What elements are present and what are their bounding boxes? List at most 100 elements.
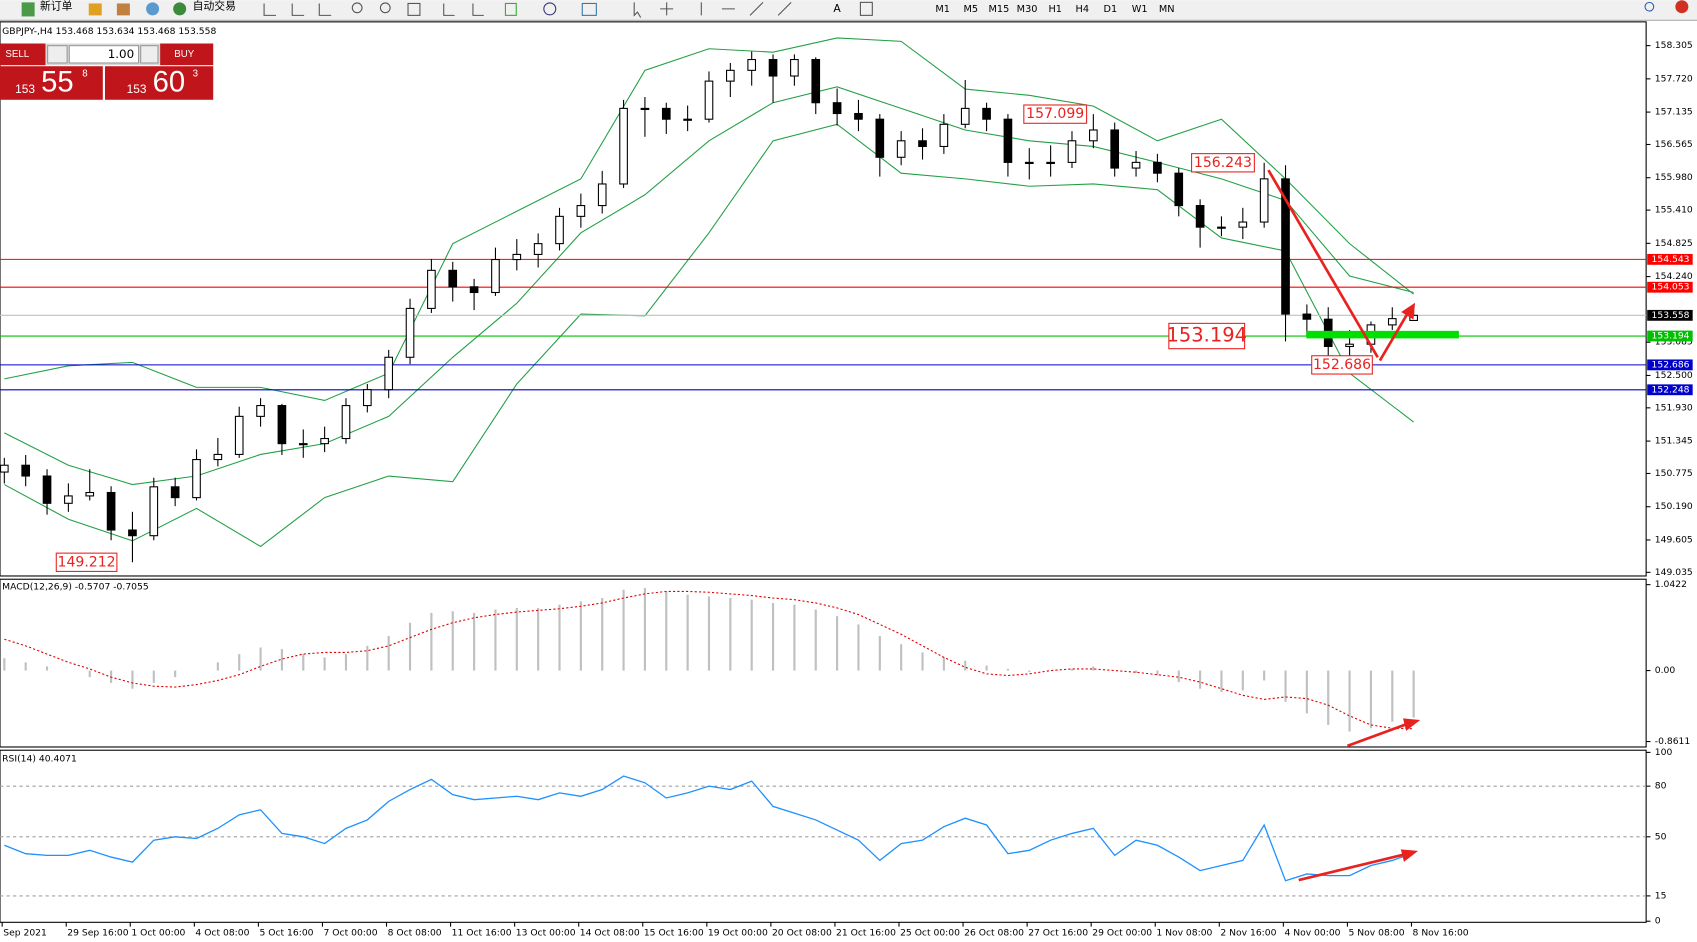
candle-body	[576, 205, 586, 217]
candle-body	[0, 464, 9, 473]
candle-body	[277, 405, 287, 445]
candle-body	[960, 107, 970, 125]
x-tick-label: 20 Oct 08:00	[772, 928, 832, 939]
candle-body	[896, 140, 906, 158]
scroll-icons[interactable]	[443, 3, 484, 16]
chart-type-icons[interactable]	[263, 3, 332, 16]
new-order-button[interactable]: 新订单	[21, 0, 73, 17]
price-annotation-box	[1023, 104, 1088, 124]
toolbar-icon[interactable]	[88, 3, 102, 16]
zoom-in-icon[interactable]	[351, 2, 363, 14]
auto-trading-label[interactable]: 自动交易	[193, 0, 236, 13]
y-tick-label: 100	[1655, 747, 1673, 758]
bid-price-box[interactable]	[0, 66, 103, 100]
drawing-tools[interactable]	[633, 1, 837, 18]
volume-input[interactable]	[68, 45, 140, 64]
macd-chart: 1.0422 0.00 -0.8611 MACD(12,26,9) -0.5707 -…	[2, 579, 1690, 747]
period-icon[interactable]	[543, 2, 557, 16]
candle-body	[918, 140, 927, 148]
y-tick-label: 154.825	[1655, 238, 1693, 249]
new-order-label[interactable]: 新订单	[40, 0, 73, 13]
text-tool-icon[interactable]: A	[833, 2, 841, 15]
toolbar-icon[interactable]	[116, 3, 130, 16]
auto-trading-button[interactable]: 自动交易	[173, 0, 236, 16]
x-tick-label: 1 Oct 00:00	[131, 928, 185, 939]
template-icon[interactable]	[581, 2, 597, 16]
candle-body	[427, 269, 436, 309]
candle-body	[320, 437, 329, 445]
x-tick-label: 5 Oct 16:00	[259, 928, 313, 939]
price-level-tag	[1647, 281, 1693, 293]
timeframe-button[interactable]: MN	[1159, 4, 1175, 15]
timeframe-button[interactable]: M30	[1017, 4, 1038, 15]
y-tick-label: 158.305	[1655, 40, 1693, 51]
timeframe-button[interactable]: H1	[1048, 4, 1062, 15]
timeframe-button[interactable]: M15	[989, 4, 1010, 15]
price-annotation: 152.686	[1313, 357, 1371, 373]
candle-body	[704, 80, 714, 120]
candle-body	[384, 356, 394, 391]
x-tick-label: 29 Sep 16:00	[67, 928, 128, 939]
indicator-icon[interactable]	[504, 2, 517, 16]
candle-body	[363, 389, 372, 407]
notification-icon[interactable]	[1675, 0, 1689, 14]
text-label-icon[interactable]	[859, 1, 873, 16]
x-tick-label: 11 Oct 16:00	[452, 928, 512, 939]
x-tick-label: Sep 2021	[3, 928, 47, 939]
y-tick-label: 153.085	[1655, 337, 1693, 348]
price-annotation-box	[1191, 153, 1255, 173]
candle-body	[1217, 226, 1226, 229]
sell-button[interactable]	[0, 43, 46, 66]
y-tick-label: 155.980	[1655, 172, 1693, 183]
price-annotation: 157.099	[1026, 106, 1084, 122]
y-tick-label: 157.720	[1655, 73, 1693, 84]
candle-body	[1259, 178, 1269, 223]
candle-body	[533, 243, 543, 255]
price-level-tag	[1647, 253, 1693, 265]
candle-body	[1110, 129, 1120, 169]
y-tick-label: 157.135	[1655, 107, 1693, 118]
timeframe-button[interactable]: M5	[963, 4, 978, 15]
arrow-head	[1403, 718, 1421, 731]
sell-label[interactable]: SELL	[5, 49, 29, 60]
zoom-out-icon[interactable]	[379, 2, 391, 14]
bid-point: 8	[82, 68, 87, 79]
x-tick-label: 13 Oct 00:00	[516, 928, 576, 939]
timeframe-button[interactable]: H4	[1076, 4, 1090, 15]
x-tick-label: 14 Oct 08:00	[580, 928, 640, 939]
volume-down[interactable]	[47, 45, 68, 64]
price-level-tag	[1647, 384, 1693, 396]
candle-body	[192, 459, 201, 499]
timeframe-button[interactable]: M1	[935, 4, 950, 15]
rsi-line	[4, 775, 1414, 882]
buy-label[interactable]: BUY	[174, 49, 195, 60]
buy-button[interactable]	[160, 43, 214, 66]
timeframe-bar: M1 M5 M15 M30 H1 H4 D1 W1 MN	[935, 4, 1174, 15]
candle-body	[1345, 343, 1354, 348]
y-tick-label: 0.00	[1655, 665, 1676, 676]
candle-body	[42, 475, 52, 504]
timeframe-button[interactable]: W1	[1132, 4, 1148, 15]
price-level-tag	[1647, 330, 1693, 342]
volume-value[interactable]: 1.00	[108, 47, 134, 61]
toolbar-icon[interactable]	[146, 2, 160, 16]
price-level-label: 154.543	[1652, 254, 1690, 265]
candle-body	[1238, 221, 1248, 228]
arrow-head	[1400, 849, 1419, 862]
candle-body	[64, 495, 73, 504]
y-tick-label: 154.240	[1655, 271, 1693, 282]
candle-body	[1046, 161, 1055, 165]
volume-up[interactable]	[140, 45, 159, 64]
search-icon[interactable]	[1644, 1, 1655, 12]
ask-price-box[interactable]	[104, 66, 214, 100]
arrow-head	[1401, 302, 1416, 320]
toolbar-tools	[263, 1, 1655, 18]
candle-body	[619, 107, 628, 185]
tile-icon[interactable]	[407, 2, 421, 16]
candle-body	[768, 58, 778, 77]
y-tick-label: 156.565	[1655, 139, 1693, 150]
toolbar	[0, 0, 1697, 20]
price-level-label: 152.686	[1652, 359, 1690, 370]
timeframe-button[interactable]: D1	[1104, 4, 1118, 15]
candle-body	[448, 269, 458, 288]
